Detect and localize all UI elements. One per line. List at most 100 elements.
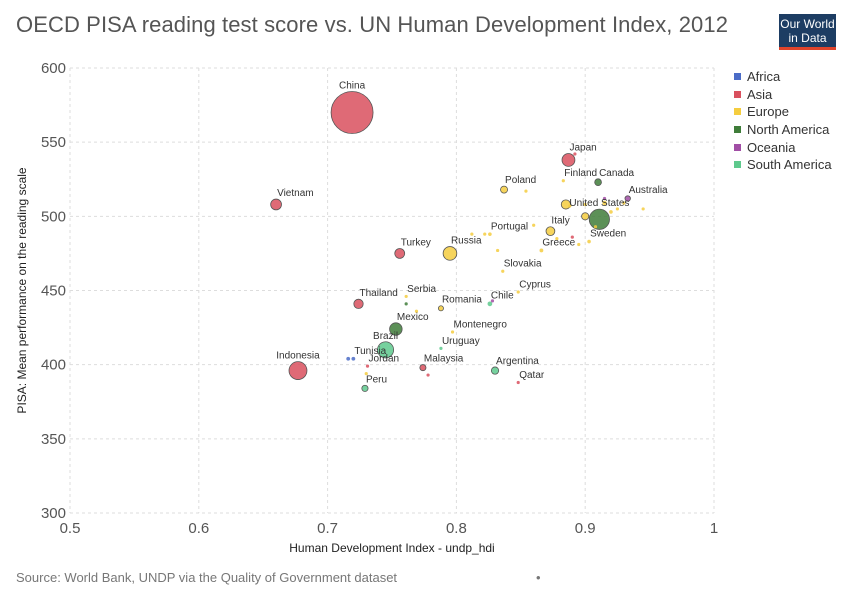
point-label: Australia: [629, 185, 668, 196]
data-point: [561, 179, 565, 183]
legend-label-oceania: Oceania: [747, 139, 796, 155]
legend-item-south-america[interactable]: South America: [734, 156, 832, 174]
y-tick-label: 300: [41, 505, 66, 522]
data-point: [394, 248, 406, 259]
point-label: Italy: [551, 216, 569, 227]
data-point: [439, 346, 443, 350]
point-label: Serbia: [407, 284, 436, 295]
x-tick-label: 0.6: [188, 520, 209, 537]
data-point: [615, 207, 620, 211]
data-point: [524, 189, 528, 193]
point-label: Peru: [366, 374, 387, 385]
y-tick-label: 400: [41, 357, 66, 374]
footer-mark: •: [536, 570, 541, 585]
legend-swatch-africa: [734, 73, 741, 81]
data-point: [500, 185, 508, 194]
data-point: [593, 225, 598, 229]
data-point: [532, 223, 536, 227]
data-point: [583, 202, 587, 207]
data-point: [560, 199, 571, 210]
data-point: [346, 356, 351, 361]
legend-item-europe[interactable]: Europe: [734, 103, 832, 121]
owid-logo[interactable]: Our World in Data: [779, 14, 836, 50]
legend-item-africa[interactable]: Africa: [734, 68, 832, 86]
data-point: [501, 269, 505, 273]
data-point: [330, 91, 374, 134]
data-point: [624, 195, 631, 202]
point-label: Indonesia: [276, 351, 320, 362]
point-label: Montenegro: [454, 319, 508, 330]
x-tick-label: 0.7: [317, 520, 338, 537]
legend-swatch-north-america: [734, 126, 741, 134]
y-tick-label: 550: [41, 134, 66, 151]
point-label: Brazil: [373, 331, 398, 342]
data-point: [577, 242, 581, 247]
data-point: [568, 204, 572, 208]
data-point: [442, 246, 458, 261]
data-point: [496, 248, 500, 253]
data-point: [488, 232, 492, 236]
point-label: Argentina: [496, 356, 539, 367]
legend-label-north-america: North America: [747, 122, 830, 138]
point-label: Russia: [451, 236, 482, 247]
data-point: [561, 153, 576, 167]
x-tick-label: 0.8: [446, 520, 467, 537]
point-label: China: [339, 81, 366, 92]
legend-swatch-europe: [734, 108, 741, 116]
chart-title: OECD PISA reading test score vs. UN Huma…: [16, 12, 729, 37]
data-point: [414, 309, 419, 313]
legend-item-oceania[interactable]: Oceania: [734, 138, 832, 156]
data-point: [641, 207, 645, 211]
data-point: [450, 330, 455, 334]
point-label: United States: [569, 198, 629, 209]
point-label: Uruguay: [442, 336, 480, 347]
point-label: Greece: [542, 238, 575, 249]
data-point: [490, 299, 495, 303]
x-tick-label: 1: [710, 520, 718, 537]
data-point: [365, 364, 370, 368]
point-label: Thailand: [360, 288, 398, 299]
data-point: [437, 305, 444, 312]
data-point: [361, 384, 369, 392]
data-point: [426, 373, 430, 377]
data-point: [351, 356, 356, 361]
data-point: [609, 210, 613, 214]
data-point: [377, 341, 395, 359]
x-tick-label: 0.9: [575, 520, 596, 537]
legend-label-europe: Europe: [747, 104, 789, 120]
point-label: Tunisia: [354, 346, 386, 357]
point-label: Chile: [491, 290, 514, 301]
data-point: [539, 248, 544, 253]
data-point: [419, 364, 427, 372]
point-label: Malaysia: [424, 354, 464, 365]
point-label: Japan: [569, 143, 596, 154]
point-label: Qatar: [519, 370, 545, 381]
data-point: [364, 371, 368, 376]
data-point: [622, 201, 626, 205]
data-point: [570, 235, 574, 239]
data-point: [602, 200, 607, 206]
point-label: Finland: [564, 168, 597, 179]
data-point: [516, 380, 520, 385]
y-tick-label: 600: [41, 60, 66, 77]
data-point: [581, 212, 590, 221]
data-point: [353, 298, 364, 309]
x-axis-title: Human Development Index - undp_hdi: [289, 541, 494, 555]
data-point: [545, 226, 556, 236]
data-point: [483, 232, 487, 236]
data-point: [516, 290, 520, 294]
data-point: [288, 361, 308, 380]
y-tick-label: 450: [41, 283, 66, 300]
legend-swatch-oceania: [734, 143, 741, 151]
legend-item-asia[interactable]: Asia: [734, 86, 832, 104]
data-point: [470, 232, 474, 236]
legend-label-africa: Africa: [747, 69, 781, 85]
y-axis-title: PISA: Mean performance on the reading sc…: [15, 167, 29, 413]
legend-item-north-america[interactable]: North America: [734, 121, 832, 139]
data-point: [404, 294, 408, 299]
logo-line-2: in Data: [788, 31, 827, 45]
data-point: [588, 208, 610, 230]
legend-swatch-south-america: [734, 161, 741, 169]
y-tick-label: 350: [41, 431, 66, 448]
